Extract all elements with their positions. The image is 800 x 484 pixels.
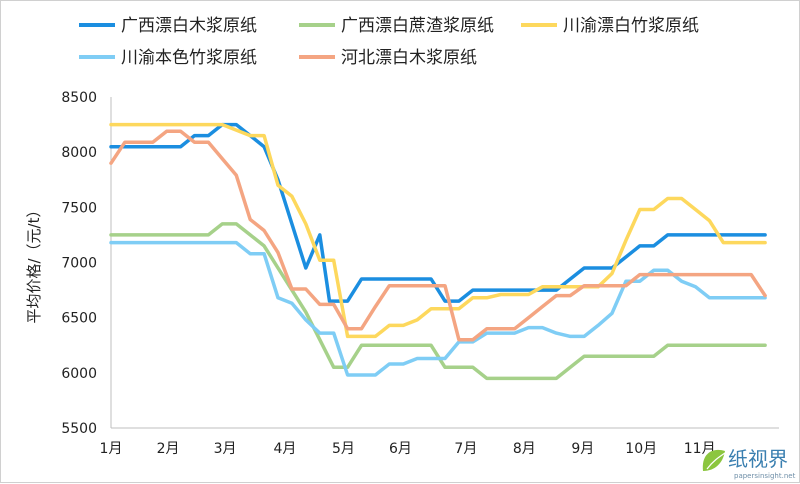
- series-line-2: [109, 222, 767, 381]
- series-line-1: [109, 122, 767, 303]
- plot-lines: [109, 122, 767, 381]
- y-axis-label: 平均价格/（元/t）: [25, 203, 43, 324]
- axes: 5500 6000 6500 7000 7500 8000 8500 1月 2月 3月 4月 5月 6月…: [25, 90, 779, 457]
- leaf-logo-icon: [702, 449, 726, 471]
- y-tick-label: 7500: [61, 200, 97, 216]
- x-tick-label: 3月: [214, 441, 237, 457]
- legend-label: 广西漂白木浆原纸: [121, 16, 257, 36]
- y-tick-label: 7000: [61, 256, 97, 272]
- x-tick-label: 10月: [625, 441, 657, 457]
- y-tick-label: 6500: [61, 311, 97, 327]
- legend-label: 川渝本色竹浆原纸: [121, 48, 257, 68]
- series-line-4: [109, 240, 767, 377]
- x-tick-label: 11月: [684, 441, 716, 457]
- x-tick-label: 2月: [157, 441, 180, 457]
- series-line-5: [109, 129, 767, 342]
- y-tick-label: 8000: [61, 145, 97, 161]
- x-tick-label: 1月: [100, 441, 123, 457]
- y-tick-label: 5500: [61, 421, 97, 437]
- series-line-3: [109, 122, 767, 339]
- legend-label: 广西漂白蔗渣浆原纸: [341, 16, 494, 36]
- legend-label: 川渝漂白竹浆原纸: [563, 16, 699, 36]
- x-tick-label: 9月: [571, 441, 594, 457]
- watermark-text: 纸视界: [728, 447, 788, 471]
- x-tick-label: 8月: [513, 441, 536, 457]
- x-tick-label: 4月: [273, 441, 296, 457]
- watermark-url: papersinsight.net: [734, 472, 796, 480]
- legend-label: 河北漂白木浆原纸: [341, 48, 477, 68]
- x-tick-label: 5月: [332, 441, 355, 457]
- x-tick-label: 7月: [454, 441, 477, 457]
- y-tick-label: 8500: [61, 90, 97, 106]
- watermark: 纸视界 papersinsight.net: [702, 447, 796, 480]
- x-tick-label: 6月: [389, 441, 412, 457]
- y-tick-label: 6000: [61, 366, 97, 382]
